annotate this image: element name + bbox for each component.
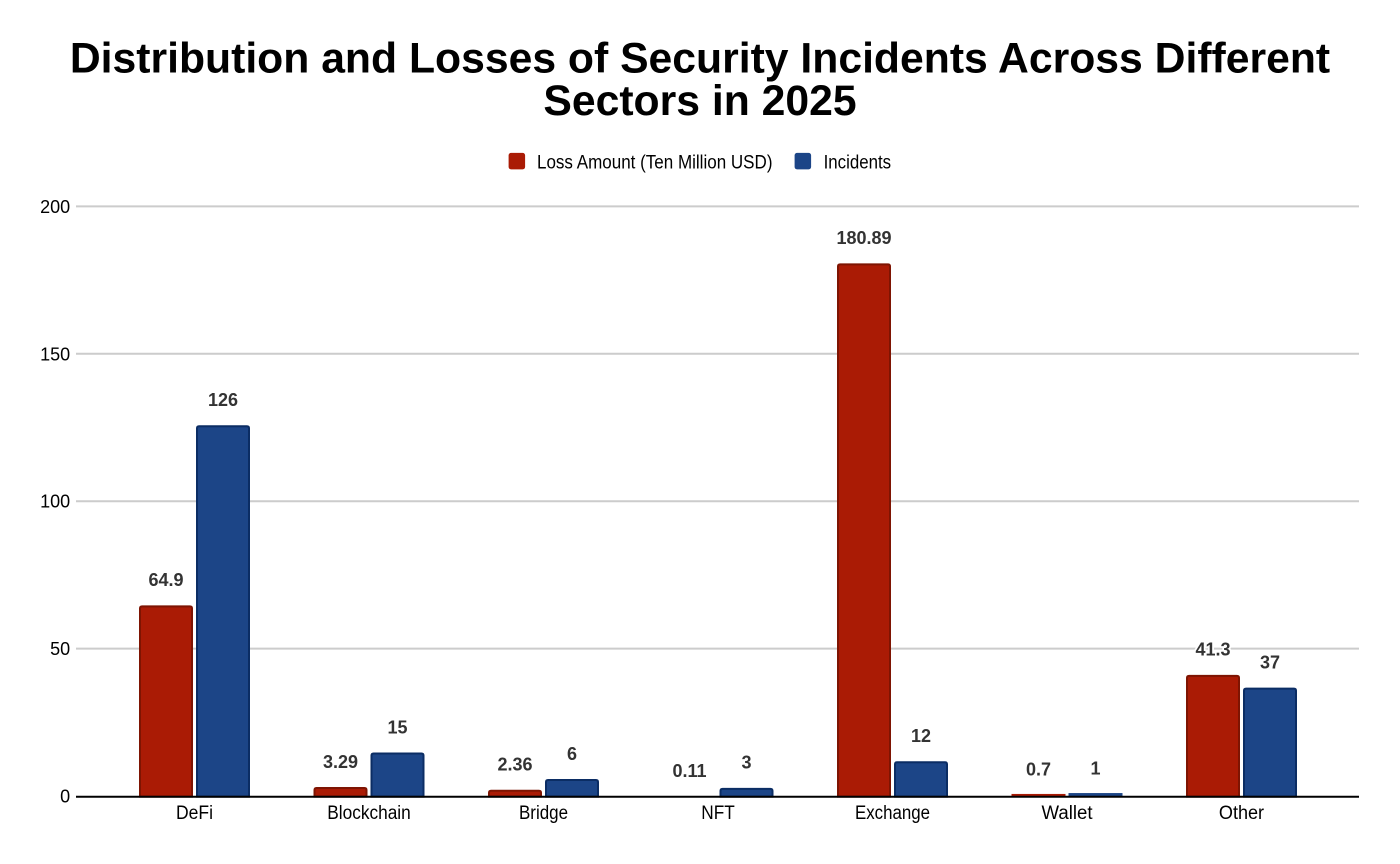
svg-text:150: 150 — [40, 344, 70, 364]
svg-text:200: 200 — [40, 197, 70, 217]
svg-text:41.3: 41.3 — [1195, 640, 1230, 660]
svg-text:Exchange: Exchange — [855, 803, 930, 824]
svg-text:Incidents: Incidents — [824, 151, 892, 173]
svg-text:0.11: 0.11 — [672, 761, 706, 781]
svg-text:DeFi: DeFi — [176, 803, 213, 824]
svg-text:64.9: 64.9 — [148, 570, 183, 590]
svg-text:3: 3 — [741, 753, 751, 773]
svg-text:2.36: 2.36 — [497, 755, 532, 775]
svg-text:Bridge: Bridge — [519, 803, 568, 824]
svg-text:1: 1 — [1090, 759, 1100, 779]
svg-text:100: 100 — [40, 492, 70, 512]
svg-text:NFT: NFT — [701, 803, 735, 824]
svg-text:Sectors in 2025: Sectors in 2025 — [543, 77, 856, 125]
svg-text:15: 15 — [387, 717, 407, 737]
svg-text:126: 126 — [208, 390, 238, 410]
svg-text:0: 0 — [60, 787, 70, 807]
svg-text:0.7: 0.7 — [1026, 759, 1051, 779]
svg-text:Wallet: Wallet — [1042, 803, 1094, 824]
svg-text:50: 50 — [50, 639, 70, 659]
svg-text:37: 37 — [1260, 652, 1280, 672]
svg-text:6: 6 — [567, 744, 577, 764]
svg-text:3.29: 3.29 — [323, 752, 358, 772]
svg-text:12: 12 — [911, 726, 931, 746]
svg-text:Blockchain: Blockchain — [327, 803, 411, 824]
svg-text:180.89: 180.89 — [836, 228, 891, 248]
svg-text:Loss Amount (Ten Million USD): Loss Amount (Ten Million USD) — [537, 151, 773, 173]
svg-text:Distribution and Losses of Sec: Distribution and Losses of Security Inci… — [70, 35, 1330, 83]
svg-text:Other: Other — [1219, 803, 1265, 824]
